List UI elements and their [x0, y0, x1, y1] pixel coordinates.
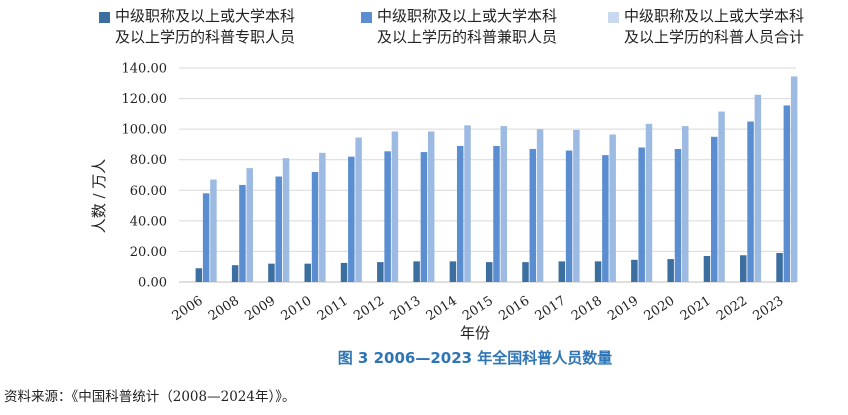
bar [573, 129, 580, 282]
bar [718, 111, 725, 282]
legend-label-line: 及以上学历的科普兼职人员 [377, 28, 558, 46]
bar [319, 152, 326, 282]
x-tick-label: 2016 [496, 293, 532, 324]
bar [558, 261, 566, 282]
x-tick-label: 2006 [170, 293, 206, 324]
source-note: 资料来源：《中国科普统计（2008—2024年）》。 [4, 389, 296, 405]
bar [609, 134, 616, 282]
x-tick-label: 2021 [678, 293, 714, 324]
legend-label-line: 中级职称及以上或大学本科 [624, 7, 805, 25]
y-tick-label: 140.00 [122, 62, 168, 77]
bar [377, 262, 384, 282]
x-tick-label: 2019 [605, 293, 641, 324]
bar [384, 151, 391, 282]
legend-label-line: 及以上学历的科普专职人员 [115, 28, 296, 46]
x-axis-label: 年份 [459, 324, 491, 342]
bar [536, 129, 544, 282]
legend-swatch-total [608, 12, 619, 23]
bar [239, 184, 246, 282]
bar [667, 259, 674, 282]
x-tick-label: 2023 [750, 293, 786, 324]
bar [348, 156, 355, 282]
x-tick-label: 2018 [569, 293, 605, 324]
bar [391, 131, 399, 282]
bar [747, 121, 754, 282]
bar [355, 137, 362, 282]
bar [420, 152, 428, 282]
bar [268, 263, 275, 282]
bar [456, 145, 464, 282]
bar [682, 126, 689, 282]
x-tick-label: 2014 [424, 293, 460, 324]
bar [304, 263, 311, 282]
legend-label-line: 中级职称及以上或大学本科 [377, 7, 558, 25]
bar [275, 176, 282, 282]
y-tick-label: 0.00 [138, 276, 167, 291]
bar [783, 105, 791, 282]
bar [246, 168, 253, 282]
legend-swatch-part-time [361, 12, 372, 23]
bar [602, 155, 609, 282]
y-tick-label: 100.00 [122, 123, 168, 138]
x-tick-label: 2015 [460, 293, 496, 324]
bar [638, 147, 645, 282]
bar [202, 193, 210, 282]
bar [740, 255, 747, 282]
bar [522, 262, 529, 282]
x-tick-label: 2017 [533, 293, 569, 324]
gridlines [179, 67, 796, 283]
y-tick-label: 40.00 [130, 214, 167, 229]
bar [311, 171, 319, 282]
x-tick-label: 2013 [388, 293, 424, 324]
x-tick-label: 2012 [351, 293, 387, 324]
legend-label-line: 中级职称及以上或大学本科 [115, 7, 296, 25]
bar [754, 94, 762, 282]
bar [776, 252, 783, 282]
legend-label-line: 及以上学历的科普人员合计 [624, 28, 805, 46]
bar [340, 262, 348, 282]
bar [485, 262, 493, 282]
bar [464, 125, 471, 282]
x-tick-label: 2022 [714, 293, 750, 324]
x-tick-label: 2008 [206, 293, 242, 324]
bar [427, 131, 435, 282]
bar [703, 256, 711, 282]
y-tick-label: 120.00 [122, 92, 168, 107]
y-axis-ticks: 0.00 20.00 40.00 60.00 80.00 100.00 120.00 140.… [122, 62, 168, 291]
bar [449, 261, 457, 282]
x-tick-label: 2011 [315, 293, 351, 324]
bar [282, 158, 290, 282]
bar [413, 261, 420, 282]
bar [231, 265, 239, 282]
bar [711, 136, 718, 282]
y-tick-label: 60.00 [130, 184, 167, 199]
bar [529, 149, 537, 282]
bar [500, 126, 508, 282]
y-axis-label: 人数 / 万人 [90, 158, 108, 234]
y-tick-label: 20.00 [130, 245, 167, 260]
x-axis-ticks: 2006 2008 2009 2010 2011 2012 2013 2014 2015 2016… [170, 293, 787, 324]
bar [493, 145, 500, 282]
x-tick-label: 2009 [242, 293, 278, 324]
bar [790, 76, 798, 283]
x-tick-label: 2020 [642, 293, 678, 324]
bar [674, 149, 682, 282]
bar [565, 150, 573, 282]
y-tick-label: 80.00 [130, 153, 167, 168]
legend-swatch-full-time [99, 12, 110, 23]
bars [195, 76, 798, 283]
bar [210, 179, 217, 282]
bar [195, 268, 203, 282]
bar [645, 123, 653, 283]
bar [594, 261, 602, 282]
x-tick-label: 2010 [279, 293, 315, 324]
bar [631, 259, 638, 282]
figure-caption: 图 3 2006—2023 年全国科普人员数量 [337, 349, 613, 367]
